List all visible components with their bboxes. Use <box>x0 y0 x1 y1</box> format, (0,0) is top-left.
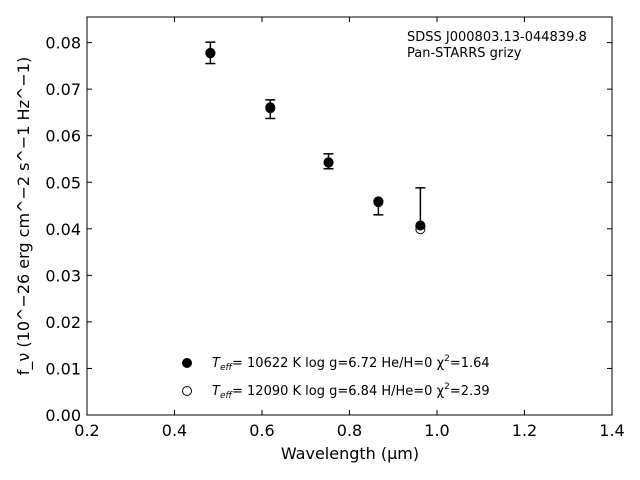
x-tick-label: 0.6 <box>249 421 274 440</box>
x-tick-label: 0.8 <box>337 421 362 440</box>
error-bars <box>205 41 426 228</box>
y-axis-label: f_ν (10^−26 erg cm^−2 s^−1 Hz^−1) <box>14 57 34 375</box>
model-point-filled <box>415 220 426 231</box>
y-tick-label: 0.04 <box>45 220 81 239</box>
y-tick-label: 0.06 <box>45 127 81 146</box>
axis-ticks <box>86 17 613 416</box>
x-tick-label: 1.2 <box>512 421 537 440</box>
legend-entry-2: Teff= 12090 K log g=6.84 H/He=0 χ2=2.39 <box>212 382 490 401</box>
annotation-survey: Pan-STARRS grizy <box>407 46 522 61</box>
legend-entry-1: Teff= 10622 K log g=6.72 He/H=0 χ2=1.64 <box>212 354 490 373</box>
y-tick-label: 0.07 <box>45 80 81 99</box>
data-markers <box>205 47 426 235</box>
annotation-object-name: SDSS J000803.13-044839.8 <box>407 30 587 45</box>
x-tick-label: 0.2 <box>74 421 99 440</box>
legend: Teff= 10622 K log g=6.72 He/H=0 χ2=1.64 … <box>182 354 490 401</box>
x-tick-label: 1.0 <box>424 421 449 440</box>
y-tick-label: 0.01 <box>45 359 81 378</box>
legend-marker-open <box>182 386 192 396</box>
y-tick-label: 0.03 <box>45 266 81 285</box>
y-tick-label: 0.00 <box>45 406 81 425</box>
model-point-filled <box>205 47 216 58</box>
legend-marker-filled <box>182 358 192 368</box>
model-point-filled <box>265 102 276 113</box>
y-tick-labels: 0.00 0.01 0.02 0.03 0.04 0.05 0.06 0.07 0.08 <box>45 34 81 425</box>
x-axis-label: Wavelength (μm) <box>281 444 419 463</box>
x-tick-label: 1.4 <box>599 421 624 440</box>
y-tick-label: 0.08 <box>45 34 81 53</box>
x-tick-labels: 0.2 0.4 0.6 0.8 1.0 1.2 1.4 <box>74 421 624 440</box>
y-tick-label: 0.02 <box>45 313 81 332</box>
model-point-filled <box>373 196 384 207</box>
y-tick-label: 0.05 <box>45 173 81 192</box>
model-point-filled <box>323 157 334 168</box>
x-tick-label: 0.4 <box>162 421 187 440</box>
